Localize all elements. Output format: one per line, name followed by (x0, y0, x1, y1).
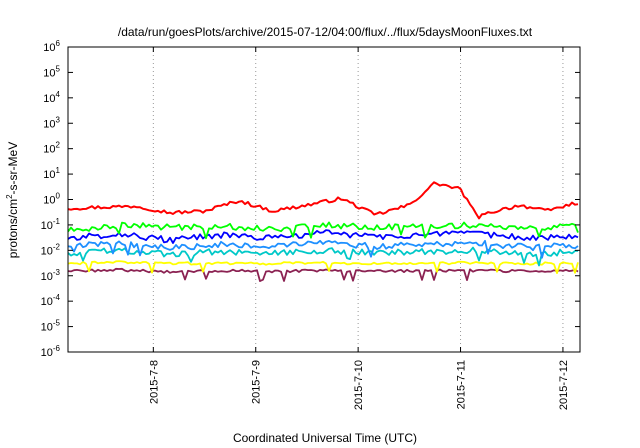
y-tick-exp: -3 (53, 268, 61, 277)
y-tick-label: 101 (43, 166, 60, 181)
y-tick-exp: 1 (56, 166, 61, 175)
y-tick-exp: 2 (56, 141, 61, 150)
x-tick-label: 2015-7-9 (251, 360, 263, 404)
y-tick-label: 102 (43, 141, 60, 156)
y-tick-label: 104 (43, 90, 60, 105)
y-tick-base: 10 (43, 42, 55, 54)
y-axis-label-before: protons/cm (6, 199, 20, 258)
y-tick-base: 10 (43, 195, 55, 207)
chart-title: /data/run/goesPlots/archive/2015-07-12/0… (118, 25, 533, 39)
y-tick-exp: 3 (56, 115, 61, 124)
y-tick-exp: 0 (56, 192, 61, 201)
y-tick-base: 10 (41, 271, 53, 283)
y-tick-base: 10 (41, 296, 53, 308)
series-line (67, 229, 579, 244)
y-tick-base: 10 (41, 220, 53, 232)
y-tick-exp: -1 (53, 217, 61, 226)
series-line (67, 221, 579, 240)
series-layer (67, 181, 579, 283)
y-tick-base: 10 (43, 169, 55, 181)
y-tick-label: 105 (43, 64, 60, 79)
y-tick-exp: -4 (53, 293, 61, 302)
y-axis-label: protons/cm2-s-sr-MeV (5, 142, 20, 258)
y-tick-exp: -2 (53, 242, 61, 251)
y-tick-label: 10-2 (41, 242, 61, 257)
y-tick-base: 10 (43, 93, 55, 105)
series-line (67, 246, 578, 267)
series-line (67, 260, 579, 275)
y-axis-label-after: -s-sr-MeV (6, 142, 20, 195)
y-tick-base: 10 (41, 322, 53, 334)
y-tick-label: 10-6 (41, 344, 61, 359)
x-tick-label: 2015-7-10 (353, 360, 365, 410)
x-tick-label: 2015-7-11 (456, 360, 468, 409)
grid-lines (152, 47, 564, 352)
y-tick-base: 10 (41, 245, 53, 257)
y-tick-exp: 6 (56, 39, 61, 48)
y-tick-base: 10 (43, 118, 55, 130)
x-axis-label: Coordinated Universal Time (UTC) (233, 431, 417, 445)
y-axis: 10-610-510-410-310-210-11001011021031041… (41, 39, 580, 359)
x-tick-label: 2015-7-8 (148, 360, 160, 404)
y-tick-label: 106 (43, 39, 60, 54)
y-tick-base: 10 (41, 347, 53, 359)
y-tick-exp: 5 (56, 64, 61, 73)
y-tick-label: 103 (43, 115, 60, 130)
y-tick-base: 10 (43, 67, 55, 79)
y-tick-label: 100 (43, 192, 60, 207)
y-tick-label: 10-1 (41, 217, 61, 232)
y-tick-label: 10-3 (41, 268, 61, 283)
x-tick-label: 2015-7-12 (558, 360, 570, 410)
y-tick-exp: -6 (53, 344, 61, 353)
y-tick-label: 10-4 (41, 293, 61, 308)
x-axis: 2015-7-8 2015-7-9 2015-7-10 2015-7-11 2015-7… (148, 47, 570, 410)
series-line (67, 181, 579, 220)
y-tick-exp: 4 (56, 90, 61, 99)
y-tick-label: 10-5 (41, 319, 61, 334)
series-line (67, 267, 579, 283)
y-tick-exp: -5 (53, 319, 61, 328)
series-line (67, 239, 579, 259)
y-tick-base: 10 (43, 144, 55, 156)
y-axis-label-sup: 2 (5, 194, 14, 199)
